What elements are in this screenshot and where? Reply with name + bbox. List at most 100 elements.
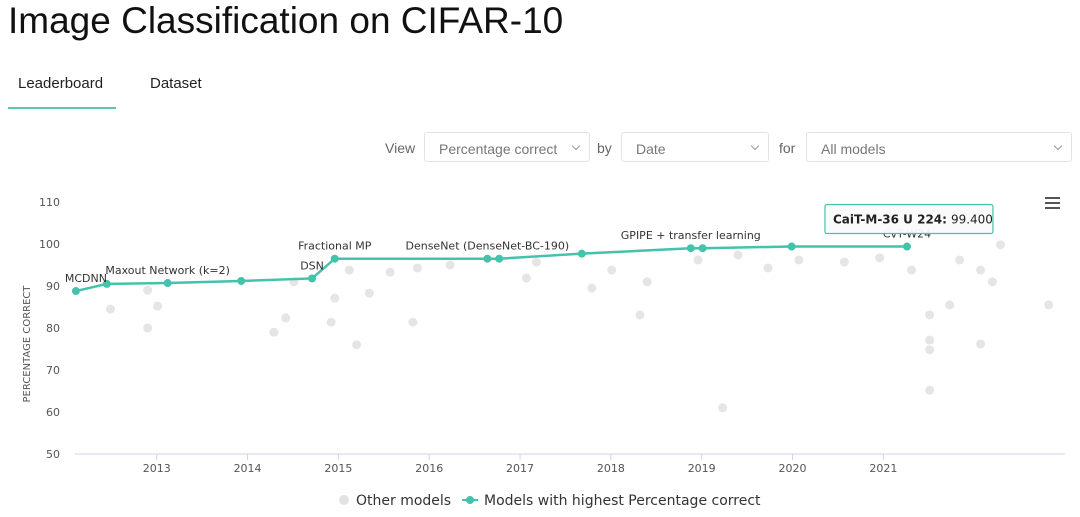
other-point: [445, 260, 455, 270]
y-tick-label: 80: [46, 322, 60, 335]
chart: 50 60 70 80 90 100 110 2013 2014 2015 2016 2017 2018…: [22, 196, 1065, 509]
x-tick-label: 2017: [506, 462, 534, 475]
other-point: [281, 313, 291, 323]
y-tick-label: 90: [46, 280, 60, 293]
y-tick-label: 110: [39, 196, 60, 209]
point-label: MCDNN: [65, 272, 107, 285]
sota-point: [308, 274, 317, 283]
other-point: [143, 285, 153, 295]
y-tick-label: 70: [46, 364, 60, 377]
sota-point: [71, 287, 80, 296]
x-tick-label: 2014: [234, 462, 262, 475]
legend-label: Models with highest Percentage correct: [484, 493, 761, 509]
other-point: [925, 310, 935, 320]
other-point: [907, 265, 917, 275]
other-point: [105, 304, 115, 314]
x-tick-label: 2016: [415, 462, 443, 475]
y-tick-label: 60: [46, 406, 60, 419]
x-tick-label: 2013: [143, 462, 171, 475]
tooltip-box: [824, 203, 994, 235]
other-point: [925, 335, 935, 345]
other-point: [408, 317, 418, 327]
view-select[interactable]: Percentage correct: [424, 132, 590, 162]
menu-bar: [1045, 207, 1060, 209]
y-tick-label: 50: [46, 448, 60, 461]
other-point: [153, 301, 163, 311]
x-tick-label: 2015: [324, 462, 352, 475]
tooltip-value: 99.400: [951, 213, 993, 227]
control-label: for: [779, 140, 796, 156]
tooltip-text: CaiT-M-36 U 224: 99.400: [833, 213, 993, 227]
y-axis-label: PERCENTAGE CORRECT: [22, 285, 33, 403]
sota-point: [483, 254, 492, 263]
sota-point: [163, 279, 172, 288]
other-point: [955, 255, 965, 265]
sota-point: [686, 244, 695, 253]
x-tick-label: 2021: [869, 462, 897, 475]
other-point: [693, 255, 703, 265]
other-point: [364, 288, 374, 298]
other-point: [794, 255, 804, 265]
menu-bar: [1045, 197, 1060, 199]
legend-label: Other models: [356, 493, 451, 509]
menu-bar: [1045, 202, 1060, 204]
other-point: [143, 323, 153, 333]
page-title: Image Classification on CIFAR-10: [8, 0, 564, 41]
for-select[interactable]: All models: [806, 132, 1072, 162]
other-point: [839, 257, 849, 267]
sota-point: [902, 242, 911, 251]
tooltip: CaiT-M-36 U 224: 99.400: [824, 203, 994, 235]
other-point: [385, 267, 395, 277]
other-point: [269, 327, 279, 337]
point-label: Maxout Network (k=2): [105, 264, 230, 277]
legend-symbol: [466, 496, 474, 504]
other-point: [412, 263, 422, 273]
other-point: [733, 250, 743, 260]
other-point: [925, 345, 935, 355]
other-point: [945, 300, 955, 310]
other-point: [326, 317, 336, 327]
legend-symbol: [339, 495, 349, 505]
other-point: [642, 277, 652, 287]
sota-point: [577, 249, 586, 258]
other-point: [635, 310, 645, 320]
sota-point: [787, 242, 796, 251]
other-point: [531, 257, 541, 267]
other-point: [987, 277, 997, 287]
other-point: [925, 385, 935, 395]
tooltip-name: CaiT-M-36 U 224:: [833, 213, 947, 227]
other-point: [1044, 300, 1054, 310]
y-tick-label: 100: [39, 238, 60, 251]
sota-point: [102, 279, 111, 288]
sota-point: [237, 276, 246, 285]
other-point: [587, 283, 597, 293]
control-label: View: [385, 140, 416, 156]
x-tick-label: 2019: [688, 462, 716, 475]
other-point: [976, 339, 986, 349]
x-tick-label: 2018: [597, 462, 625, 475]
other-point: [521, 273, 531, 283]
point-label: GPIPE + transfer learning: [621, 229, 761, 242]
legend: Other models Models with highest Percenta…: [339, 493, 761, 509]
point-label: DSN: [300, 259, 324, 272]
by-select[interactable]: Date: [621, 132, 769, 162]
point-label: DenseNet (DenseNet-BC-190): [405, 240, 569, 253]
tab[interactable]: Leaderboard: [18, 75, 104, 92]
other-point: [976, 265, 986, 275]
tab-underline: [8, 107, 116, 109]
other-point: [718, 403, 728, 413]
sota-point: [698, 244, 707, 253]
point-label: Fractional MP: [298, 240, 372, 253]
menu-icon[interactable]: [1045, 197, 1060, 209]
other-point: [875, 253, 885, 263]
other-point: [352, 340, 362, 350]
other-point: [607, 265, 617, 275]
tab[interactable]: Dataset: [150, 75, 202, 92]
other-point: [996, 240, 1006, 250]
other-point: [344, 265, 354, 275]
sota-point: [495, 254, 504, 263]
x-tick-label: 2020: [779, 462, 807, 475]
other-point: [330, 293, 340, 303]
control-label: by: [597, 140, 612, 156]
